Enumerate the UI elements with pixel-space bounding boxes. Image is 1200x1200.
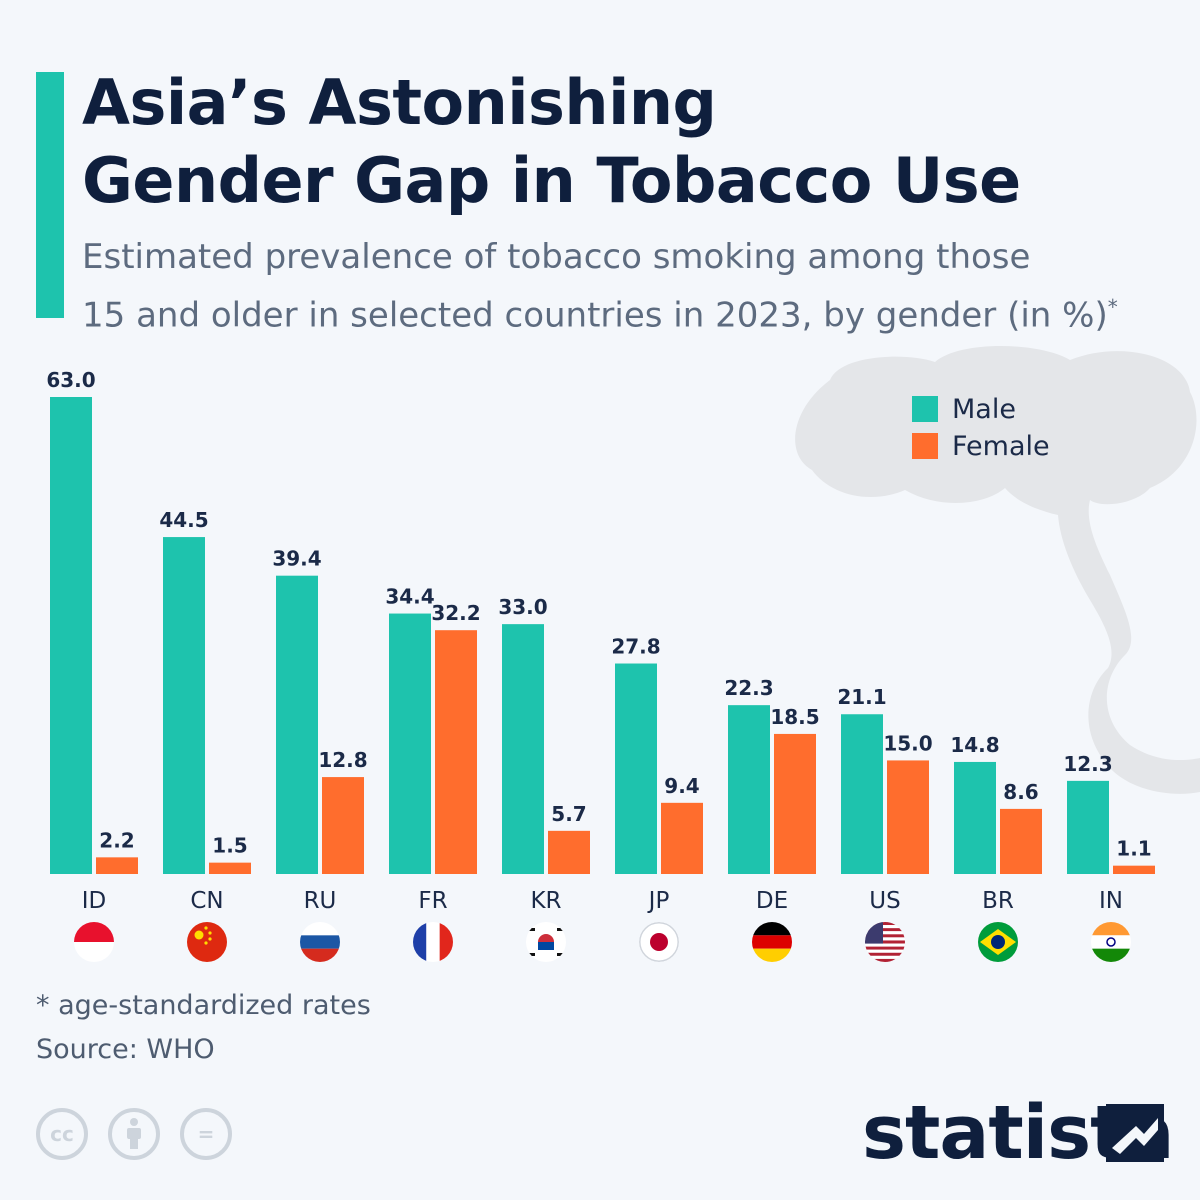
attribution-icon[interactable] (108, 1108, 160, 1160)
south-korea-flag-icon (526, 922, 566, 962)
title-accent-bar (36, 72, 64, 318)
subtitle: Estimated prevalence of tobacco smoking … (82, 232, 1118, 340)
no-derivatives-icon[interactable]: = (180, 1108, 232, 1160)
bar-cn-male (163, 537, 205, 874)
brazil-flag-icon (978, 922, 1018, 962)
bar-br-female (1000, 808, 1042, 874)
category-label-in: IN (1099, 888, 1123, 914)
category-label-br: BR (982, 888, 1014, 914)
russia-flag-icon (300, 922, 340, 962)
bar-kr-male (502, 624, 544, 874)
value-label-us-male: 21.1 (837, 685, 886, 709)
value-label-br-male: 14.8 (950, 733, 999, 757)
bar-us-male (841, 714, 883, 874)
value-label-ru-female: 12.8 (318, 748, 367, 772)
value-label-de-male: 22.3 (724, 676, 773, 700)
japan-flag-icon (639, 922, 679, 962)
bar-fr-male (389, 613, 431, 874)
value-label-us-female: 15.0 (883, 731, 932, 755)
value-label-jp-male: 27.8 (611, 635, 660, 659)
cc-icon[interactable]: cc (36, 1108, 88, 1160)
value-label-kr-female: 5.7 (551, 802, 586, 826)
bar-ru-male (276, 575, 318, 874)
bar-fr-female (435, 630, 477, 874)
bar-kr-female (548, 830, 590, 874)
title-line-1: Asia’s Astonishing (82, 66, 717, 139)
china-flag-icon (187, 922, 227, 962)
bar-id-male (50, 397, 92, 874)
value-label-in-male: 12.3 (1063, 752, 1112, 776)
smoke-cloud (795, 346, 1200, 794)
legend-male-swatch (912, 396, 938, 422)
bar-in-male (1067, 780, 1109, 874)
bar-de-female (774, 733, 816, 874)
bar-br-male (954, 761, 996, 874)
bar-jp-male (615, 663, 657, 874)
bar-id-female (96, 857, 138, 874)
bar-chart: Male Female 63.0 2.2 ID 44.5 1.5 CN 39.4 12.8 RU… (46, 346, 1200, 962)
value-label-cn-male: 44.5 (159, 508, 208, 532)
statista-logo-mark (1106, 1104, 1164, 1162)
category-label-kr: KR (530, 888, 561, 914)
value-label-cn-female: 1.5 (212, 834, 247, 858)
bar-jp-female (661, 802, 703, 874)
source-note: Source: WHO (36, 1034, 215, 1065)
person-glyph (127, 1118, 141, 1149)
subtitle-asterisk: * (1107, 295, 1118, 319)
value-label-in-female: 1.1 (1116, 837, 1151, 861)
bar-de-male (728, 705, 770, 874)
category-label-ru: RU (304, 888, 337, 914)
page-title: Asia’s Astonishing Gender Gap in Tobacco… (82, 64, 1021, 220)
category-label-fr: FR (418, 888, 447, 914)
category-label-cn: CN (190, 888, 223, 914)
usa-flag-icon (865, 922, 905, 962)
legend: Male Female (912, 394, 1050, 462)
subtitle-line-1: Estimated prevalence of tobacco smoking … (82, 237, 1031, 277)
category-label-de: DE (756, 888, 788, 914)
value-label-br-female: 8.6 (1003, 780, 1038, 804)
footnote: * age-standardized rates (36, 990, 371, 1021)
bar-ru-female (322, 777, 364, 874)
value-label-ru-male: 39.4 (272, 547, 321, 571)
bar-us-female (887, 760, 929, 874)
value-label-kr-male: 33.0 (498, 595, 547, 619)
value-label-jp-female: 9.4 (664, 774, 699, 798)
category-label-id: ID (82, 888, 107, 914)
legend-male-label: Male (952, 394, 1016, 425)
india-flag-icon (1091, 922, 1131, 962)
indonesia-flag-icon (74, 922, 114, 962)
value-label-id-female: 2.2 (99, 828, 134, 852)
value-label-fr-female: 32.2 (431, 601, 480, 625)
category-label-jp: JP (647, 888, 670, 914)
subtitle-line-2-text: 15 and older in selected countries in 20… (82, 295, 1108, 336)
legend-female-swatch (912, 433, 938, 459)
category-label-us: US (869, 888, 900, 914)
legend-female-label: Female (952, 431, 1050, 462)
value-label-fr-male: 34.4 (385, 585, 434, 609)
title-line-2: Gender Gap in Tobacco Use (82, 144, 1021, 217)
bar-cn-female (209, 862, 251, 874)
subtitle-line-2: 15 and older in selected countries in 20… (82, 282, 1118, 340)
france-flag-icon (413, 922, 453, 962)
germany-flag-icon (752, 922, 792, 962)
bar-in-female (1113, 865, 1155, 874)
value-label-id-male: 63.0 (46, 368, 95, 392)
value-label-de-female: 18.5 (770, 705, 819, 729)
